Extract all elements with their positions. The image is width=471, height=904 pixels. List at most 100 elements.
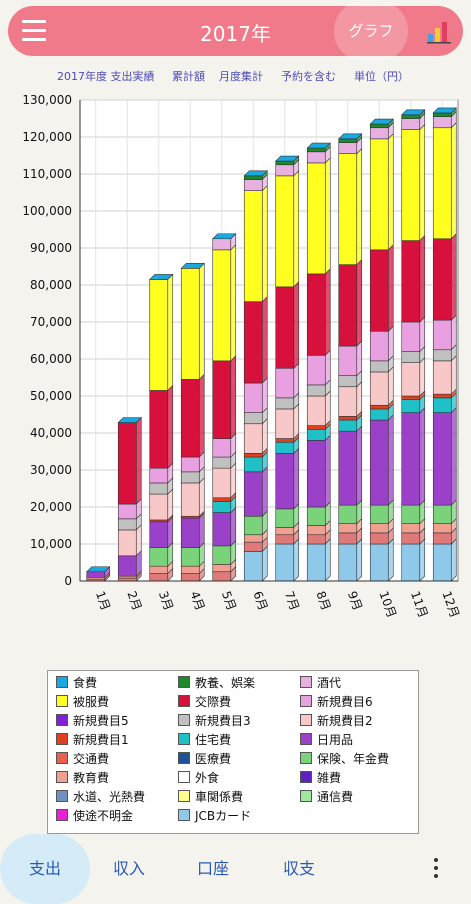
- bar-segment: [401, 240, 421, 323]
- more-vertical-icon[interactable]: [434, 858, 442, 882]
- legend-item: 新規費目1: [56, 732, 129, 748]
- y-tick-label: 20,000: [30, 500, 72, 514]
- legend-item: 食費: [56, 675, 97, 691]
- bar-segment: [306, 151, 326, 164]
- bar-segment-side: [324, 349, 331, 386]
- bar-segment: [369, 249, 389, 332]
- bar-segment: [243, 301, 263, 384]
- bar-segment: [338, 138, 358, 143]
- bar-segment: [212, 467, 232, 499]
- bar-segment-side: [387, 133, 394, 251]
- bar-segment: [275, 286, 295, 369]
- bar-segment-side: [356, 381, 363, 418]
- bar-segment-side: [167, 273, 174, 392]
- hamburger-menu-icon[interactable]: [22, 20, 46, 42]
- legend-label: 新規費目1: [73, 733, 129, 747]
- legend-label: 車関係費: [195, 790, 244, 804]
- x-tick-label: 8月: [313, 589, 333, 612]
- bar-segment-side: [387, 325, 394, 362]
- bottom-navigation: 支出 収入 口座 収支: [0, 834, 471, 904]
- plot-area: [79, 99, 459, 582]
- bar-segment: [369, 419, 389, 506]
- y-tick-label: 40,000: [30, 426, 72, 440]
- bar-top: [117, 417, 142, 423]
- bar-segment: [338, 264, 358, 347]
- x-tick-label: 9月: [345, 589, 365, 612]
- bar-segment: [369, 138, 389, 251]
- graph-button[interactable]: グラフ: [334, 0, 408, 62]
- legend-swatch: [178, 771, 190, 783]
- bar-segment-side: [230, 355, 237, 440]
- bar-segment: [432, 393, 452, 399]
- bar-segment: [212, 571, 232, 582]
- bar-segment: [401, 129, 421, 241]
- bar-segment: [243, 382, 263, 413]
- bar-segment: [369, 532, 389, 545]
- bar-segment: [275, 508, 295, 528]
- y-tick-label: 30,000: [30, 463, 72, 477]
- bar-segment: [180, 517, 200, 549]
- bar-segment: [117, 422, 137, 505]
- bar-segment: [306, 440, 326, 508]
- y-tick-label: 130,000: [22, 93, 72, 107]
- bar-segment: [338, 142, 358, 154]
- legend-label: 教養、娯楽: [195, 676, 256, 690]
- bar-segment: [212, 238, 232, 251]
- bar-segment: [306, 273, 326, 356]
- legend-label: 保険、年金費: [317, 752, 390, 766]
- y-tick-label: 10,000: [30, 537, 72, 551]
- bar-top: [338, 133, 363, 140]
- bar-segment: [149, 279, 169, 391]
- bar-segment: [243, 175, 263, 180]
- bar-segment: [180, 573, 200, 582]
- legend-item: 雑費: [300, 770, 341, 786]
- bar-segment: [212, 501, 232, 513]
- bar-segment: [401, 412, 421, 506]
- bar-segment: [275, 441, 295, 454]
- bar-segment: [432, 116, 452, 129]
- bar-segment: [432, 397, 452, 413]
- bar-segment: [338, 345, 358, 376]
- y-tick-label: 80,000: [30, 278, 72, 292]
- bar-segment: [401, 523, 421, 534]
- legend-item: 外食: [178, 770, 219, 786]
- bar-segment-side: [230, 244, 237, 362]
- x-tick-label: 5月: [219, 589, 239, 612]
- legend-swatch: [178, 676, 190, 688]
- x-tick-label: 6月: [250, 589, 270, 612]
- app-header: 2017年 グラフ: [8, 0, 463, 62]
- bar-segment-side: [419, 538, 426, 582]
- bar-segment: [338, 375, 358, 388]
- bar-segment: [401, 399, 421, 413]
- bar-segment-side: [387, 244, 394, 332]
- bar-segment: [275, 175, 295, 288]
- bar-segment: [369, 360, 389, 373]
- bar-segment: [338, 419, 358, 432]
- nav-tab-account[interactable]: 口座: [196, 859, 229, 878]
- legend-swatch: [178, 695, 190, 707]
- nav-tab-balance[interactable]: 収支: [282, 859, 315, 878]
- legend-swatch: [178, 752, 190, 764]
- bar-chart-icon[interactable]: [426, 18, 452, 44]
- bar-top: [243, 170, 268, 177]
- bar-segment-side: [261, 418, 268, 455]
- nav-tab-expense[interactable]: 支出: [0, 834, 90, 904]
- nav-tab-income[interactable]: 収入: [112, 859, 145, 878]
- y-tick-label: 120,000: [22, 130, 72, 144]
- bar-segment: [212, 512, 232, 547]
- bar-segment-side: [324, 268, 331, 357]
- bar-segment-side: [356, 425, 363, 506]
- legend-swatch: [56, 790, 68, 802]
- legend-item: 車関係費: [178, 789, 243, 805]
- bar-segment-side: [198, 512, 205, 549]
- bar-segment-side: [198, 477, 205, 517]
- bar-top: [180, 263, 205, 269]
- legend-label: 日用品: [317, 733, 354, 747]
- legend-swatch: [56, 752, 68, 764]
- bar-segment: [401, 351, 421, 364]
- legend-swatch: [178, 790, 190, 802]
- y-tick-label: 60,000: [30, 352, 72, 366]
- legend-label: 新規費目3: [195, 714, 251, 728]
- bar-segment: [369, 371, 389, 406]
- subtitle-item: 累計額: [172, 70, 205, 83]
